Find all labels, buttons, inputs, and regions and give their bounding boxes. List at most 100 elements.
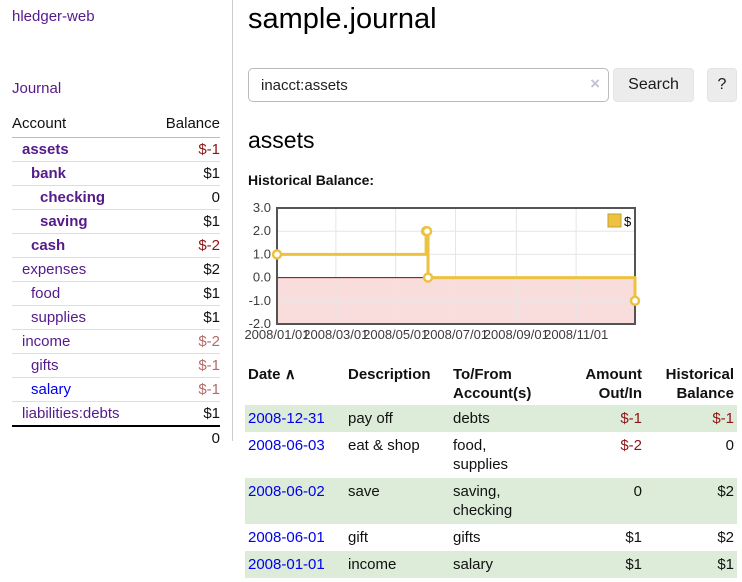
- svg-text:2008/07/01: 2008/07/01: [423, 327, 488, 342]
- svg-text:0.0: 0.0: [253, 270, 271, 285]
- register-description: pay off: [345, 405, 450, 433]
- account-balance: $1: [150, 281, 220, 306]
- register-description: income: [345, 551, 450, 579]
- register-balance: $-1: [645, 405, 737, 433]
- accounts-total-balance: 0: [150, 425, 220, 450]
- account-row: income $-2: [12, 329, 220, 354]
- account-row: saving $1: [12, 209, 220, 234]
- register-date-link[interactable]: 2008-12-31: [248, 410, 325, 428]
- account-heading: assets: [248, 127, 315, 154]
- account-balance: $-1: [150, 353, 220, 378]
- accounts-table: Account Balance assets $-1 bank $1 checking 0…: [12, 111, 220, 450]
- account-link[interactable]: food: [31, 285, 61, 302]
- register-accounts: debts: [450, 405, 562, 433]
- account-row: supplies $1: [12, 305, 220, 330]
- account-balance: $1: [150, 305, 220, 330]
- account-link[interactable]: expenses: [22, 261, 87, 278]
- account-link[interactable]: liabilities:debts: [22, 405, 120, 422]
- search-bar: × Search ?: [248, 68, 737, 103]
- account-row: food $1: [12, 281, 220, 306]
- account-balance: $1: [150, 209, 220, 234]
- help-button[interactable]: ?: [707, 68, 737, 103]
- register-accounts: saving, checking: [450, 478, 562, 525]
- register-header-row: Date ∧ Description To/From Account(s) Am…: [245, 363, 737, 405]
- account-row: bank $1: [12, 161, 220, 186]
- account-balance: $2: [150, 257, 220, 282]
- clear-search-icon[interactable]: ×: [590, 74, 600, 94]
- account-balance: 0: [150, 185, 220, 210]
- register-row: 2008-12-31 pay off debts $-1 $-1: [245, 405, 737, 433]
- nav-journal-link[interactable]: Journal: [12, 80, 62, 97]
- sort-asc-icon: ∧: [284, 366, 296, 384]
- account-link[interactable]: gifts: [31, 357, 59, 374]
- register-row: 2008-06-02 save saving, checking 0 $2: [245, 478, 737, 525]
- svg-text:2008/05/01: 2008/05/01: [363, 327, 428, 342]
- register-date-link[interactable]: 2008-01-01: [248, 556, 325, 574]
- svg-text:2008/11/01: 2008/11/01: [544, 327, 608, 342]
- account-row: checking 0: [12, 185, 220, 210]
- register-header-date[interactable]: Date ∧: [248, 366, 296, 384]
- account-balance: $1: [150, 161, 220, 186]
- account-link[interactable]: assets: [22, 141, 69, 158]
- account-link[interactable]: income: [22, 333, 71, 350]
- register-amount: $-2: [620, 437, 642, 455]
- account-row: salary $-1: [12, 377, 220, 402]
- accounts-header-row: Account Balance: [12, 111, 220, 138]
- register-balance: 0: [725, 437, 734, 455]
- account-link[interactable]: checking: [40, 189, 106, 206]
- account-link[interactable]: cash: [31, 237, 66, 254]
- register-balance: $2: [645, 478, 737, 525]
- register-amount: 0: [562, 478, 645, 525]
- register-date-link[interactable]: 2008-06-03: [248, 437, 325, 455]
- register-accounts: gifts: [453, 529, 481, 547]
- register-row: 2008-01-01 income salary $1 $1: [245, 551, 737, 579]
- svg-text:3.0: 3.0: [253, 202, 271, 215]
- svg-text:2008/03/01: 2008/03/01: [303, 327, 368, 342]
- search-input[interactable]: [248, 68, 609, 103]
- page-title: sample.journal: [248, 3, 437, 35]
- account-link[interactable]: supplies: [31, 309, 87, 326]
- svg-text:$: $: [624, 214, 632, 229]
- register-accounts: salary: [450, 551, 562, 579]
- account-balance: $-2: [150, 329, 220, 354]
- account-link[interactable]: salary: [31, 381, 72, 398]
- search-box: ×: [248, 68, 609, 103]
- account-row: assets $-1: [12, 137, 220, 162]
- svg-text:-2.0: -2.0: [249, 316, 271, 331]
- account-row: gifts $-1: [12, 353, 220, 378]
- account-balance: $1: [150, 401, 220, 427]
- svg-text:1.0: 1.0: [253, 247, 271, 262]
- historical-balance-chart[interactable]: $3.0 2.0 1.0 0.0 -1.0 -2.0 2008/01/01 2008/03/0…: [240, 200, 740, 352]
- register-accounts: food, supplies: [453, 437, 509, 474]
- register-date-link[interactable]: 2008-06-02: [248, 483, 325, 501]
- accounts-header-account: Account: [12, 111, 151, 138]
- register-header-description: Description: [348, 366, 431, 384]
- account-row: cash $-2: [12, 233, 220, 258]
- register-header-accounts: To/From Account(s): [453, 366, 532, 403]
- svg-text:-1.0: -1.0: [249, 293, 271, 308]
- accounts-total-row: 0: [12, 425, 220, 450]
- register-date-link[interactable]: 2008-06-01: [248, 529, 325, 547]
- register-balance: $1: [645, 551, 737, 579]
- register-description: eat & shop: [348, 437, 420, 455]
- svg-text:2008/09/01: 2008/09/01: [484, 327, 549, 342]
- svg-text:2008/01/01: 2008/01/01: [244, 327, 309, 342]
- main-panel: sample.journal × Search ? assets Histori…: [244, 0, 737, 579]
- account-link[interactable]: saving: [40, 213, 88, 230]
- chart-label: Historical Balance:: [248, 172, 375, 189]
- account-link[interactable]: bank: [31, 165, 67, 182]
- register-description: gift: [348, 529, 369, 547]
- search-button[interactable]: Search: [613, 68, 694, 103]
- register-balance: $2: [717, 529, 734, 547]
- register-amount: $1: [562, 551, 645, 579]
- register-amount: $-1: [562, 405, 645, 433]
- account-balance: $-1: [150, 137, 220, 162]
- accounts-header-balance: Balance: [150, 111, 220, 138]
- register-header-balance: Historical Balance: [665, 366, 734, 403]
- account-balance: $-2: [150, 233, 220, 258]
- register-row: 2008-06-01 gift gifts $1 $2: [245, 524, 737, 551]
- register-header-amount: Amount Out/In: [585, 366, 642, 403]
- register-row: 2008-06-03 eat & shop food, supplies $-2 0: [245, 432, 737, 478]
- account-row: liabilities:debts $1: [12, 401, 220, 427]
- brand-link[interactable]: hledger-web: [12, 8, 95, 25]
